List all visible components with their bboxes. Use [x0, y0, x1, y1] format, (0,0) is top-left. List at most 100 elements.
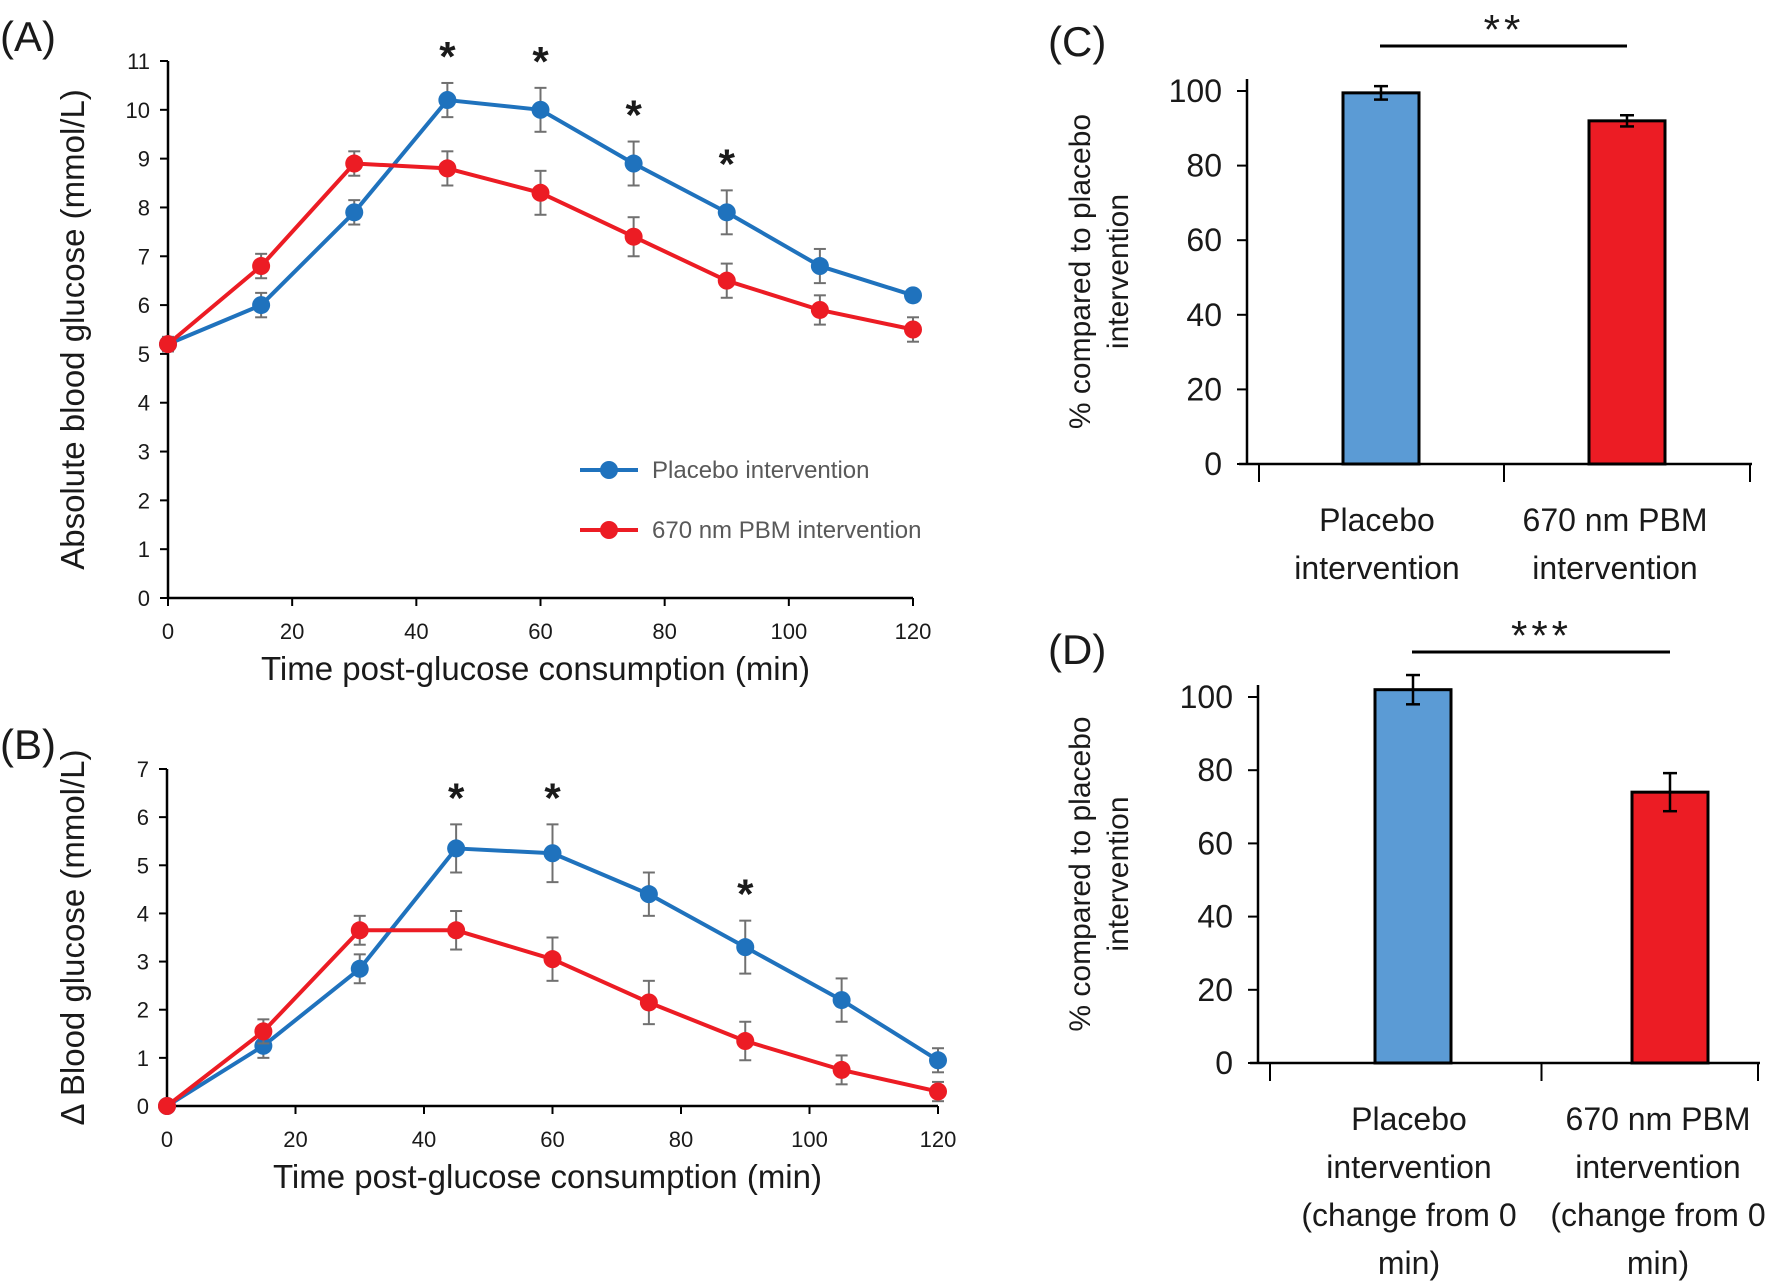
y-tick-label: 20: [1186, 371, 1222, 407]
y-axis-title-line: % compared to placebo: [1064, 716, 1097, 1031]
data-point: [252, 257, 271, 276]
data-point: [543, 844, 562, 863]
y-tick-label: 100: [1180, 679, 1233, 715]
data-point: [254, 1022, 273, 1041]
data-point: [447, 839, 466, 858]
x-category-label: Placebo: [1351, 1101, 1467, 1137]
x-axis-title: Time post-glucose consumption (min): [273, 1158, 822, 1195]
x-tick-label: 60: [528, 619, 552, 644]
series-pbm: [159, 150, 922, 354]
y-axis-title: % compared to placebo intervention: [1064, 716, 1135, 1031]
x-tick-label: 20: [280, 619, 304, 644]
x-tick-label: 20: [283, 1127, 307, 1152]
x-tick-label: 120: [920, 1127, 957, 1152]
x-category-label: 670 nm PBM: [1523, 502, 1708, 538]
y-axis-title-line: intervention: [1102, 796, 1135, 951]
panel-label: (A): [0, 13, 56, 60]
panel-B: (B) 0 1 2 3 4 5 6 7 0 20 40 60 80 100 120 Time post-gluc…: [0, 721, 956, 1195]
y-tick-label: 40: [1186, 297, 1222, 333]
legend: Placebo intervention 670 nm PBM intervent…: [580, 457, 921, 544]
x-axis-title: Time post-glucose consumption (min): [261, 650, 810, 687]
y-tick-label: 1: [137, 1046, 149, 1071]
y-tick-label: 100: [1169, 73, 1222, 109]
significance-label: ***: [1511, 612, 1572, 659]
data-point: [350, 921, 369, 940]
legend-entry: 670 nm PBM intervention: [652, 517, 921, 544]
x-category-label: (change from 0: [1301, 1197, 1516, 1233]
x-category-label: 670 nm PBM: [1566, 1101, 1751, 1137]
legend-swatch-marker: [600, 521, 618, 539]
y-tick-label: 0: [1204, 446, 1222, 482]
data-point: [736, 938, 755, 957]
significance-star: *: [532, 38, 549, 85]
data-point: [810, 257, 829, 276]
x-tick-label: 60: [540, 1127, 564, 1152]
y-tick-label: 4: [138, 391, 150, 416]
data-point: [832, 1060, 851, 1079]
significance-star: *: [544, 774, 561, 821]
significance-label: **: [1484, 6, 1525, 53]
x-tick-label: 80: [652, 619, 676, 644]
y-tick-label: 5: [138, 342, 150, 367]
x-tick-label: 120: [895, 619, 932, 644]
x-category-label: intervention: [1294, 550, 1459, 586]
bar-placebo: [1373, 688, 1453, 1065]
y-tick-label: 2: [138, 488, 150, 513]
x-category-label: Placebo: [1319, 502, 1435, 538]
data-point: [736, 1032, 755, 1051]
y-tick-label: 6: [137, 805, 149, 830]
bar-pbm: [1587, 119, 1667, 466]
data-point: [531, 100, 550, 119]
data-point: [624, 154, 643, 173]
y-tick-label: 10: [126, 98, 150, 123]
y-tick-label: 80: [1197, 752, 1233, 788]
x-tick-label: 100: [770, 619, 807, 644]
panel-A: (A) 0 1 2 3 4 5 6 7 8 9 10 11 0 20 40 60 80 100 120 Time pos…: [0, 13, 931, 687]
series-placebo: [159, 81, 922, 354]
panel-label: (C): [1048, 18, 1106, 65]
y-tick-label: 0: [1215, 1045, 1233, 1081]
data-point: [639, 885, 658, 904]
y-tick-label: 2: [137, 998, 149, 1023]
data-point: [810, 300, 829, 319]
y-tick-label: 7: [138, 244, 150, 269]
data-point: [717, 271, 736, 290]
legend-entry: Placebo intervention: [652, 457, 869, 484]
series-pbm: [158, 910, 947, 1115]
panel-label: (B): [0, 721, 56, 768]
data-point: [447, 921, 466, 940]
data-point: [438, 91, 457, 110]
significance-star: *: [448, 774, 465, 821]
significance-star: *: [737, 871, 754, 918]
data-point: [717, 203, 736, 222]
x-tick-label: 40: [412, 1127, 436, 1152]
y-tick-label: 20: [1197, 972, 1233, 1008]
y-tick-label: 11: [127, 49, 150, 74]
x-tick-label: 0: [162, 619, 174, 644]
x-tick-label: 0: [161, 1127, 173, 1152]
data-point: [904, 320, 922, 339]
x-category-label: min): [1378, 1245, 1440, 1281]
y-tick-label: 40: [1197, 899, 1233, 935]
y-tick-label: 5: [137, 853, 149, 878]
y-tick-label: 8: [138, 195, 150, 220]
y-axis-title: Absolute blood glucose (mmol/L): [54, 89, 91, 570]
data-point: [159, 335, 177, 354]
y-tick-label: 4: [137, 901, 149, 926]
data-point: [531, 183, 550, 202]
data-point: [929, 1051, 947, 1070]
y-axis-title: Δ Blood glucose (mmol/L): [54, 749, 91, 1125]
y-tick-label: 0: [137, 1094, 149, 1119]
x-tick-label: 40: [404, 619, 428, 644]
significance-star: *: [719, 140, 736, 187]
data-point: [345, 154, 364, 173]
data-point: [929, 1082, 947, 1101]
data-point: [639, 993, 658, 1012]
y-tick-label: 3: [137, 950, 149, 975]
y-tick-label: 9: [138, 147, 150, 172]
data-point: [438, 159, 457, 178]
y-tick-label: 60: [1186, 222, 1222, 258]
data-point: [345, 203, 364, 222]
data-point: [832, 991, 851, 1010]
